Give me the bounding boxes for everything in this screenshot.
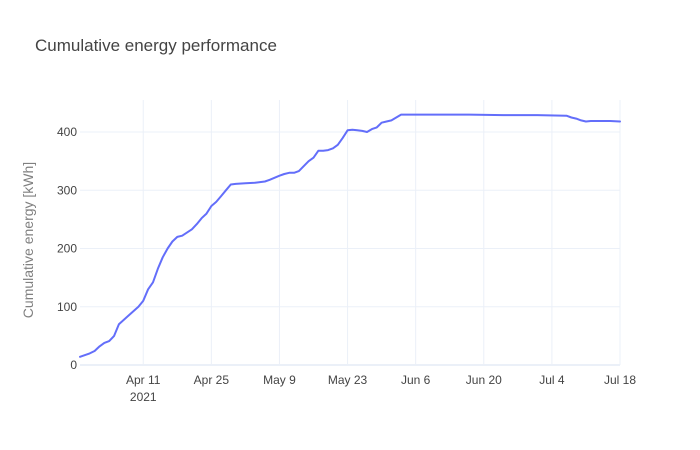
x-tick-label: Jun 20 <box>466 373 502 387</box>
chart-title: Cumulative energy performance <box>35 36 277 55</box>
x-tick-label: Apr 25 <box>194 373 230 387</box>
x-tick-label: Jun 6 <box>401 373 431 387</box>
y-axis-ticks: 0 100 200 300 400 <box>57 125 77 372</box>
x-tick-label: Apr 11 <box>126 373 161 387</box>
y-tick-label: 300 <box>57 183 77 197</box>
x-tick-label: May 9 <box>263 373 296 387</box>
x-axis-ticks: Apr 11 2021 Apr 25 May 9 May 23 Jun 6 Jun 20 Ju… <box>126 373 636 404</box>
x-tick-label: Jul 18 <box>604 373 636 387</box>
gridlines <box>80 100 621 366</box>
series-line <box>79 113 621 358</box>
x-tick-label: May 23 <box>328 373 368 387</box>
y-tick-label: 200 <box>57 242 77 256</box>
x-tick-label: Jul 4 <box>539 373 565 387</box>
y-tick-label: 400 <box>57 125 77 139</box>
y-axis-title: Cumulative energy [kWh] <box>20 162 36 318</box>
y-tick-label: 100 <box>57 300 77 314</box>
x-tick-sublabel: 2021 <box>130 390 157 404</box>
y-tick-label: 0 <box>70 358 77 372</box>
series-layer <box>79 113 621 358</box>
